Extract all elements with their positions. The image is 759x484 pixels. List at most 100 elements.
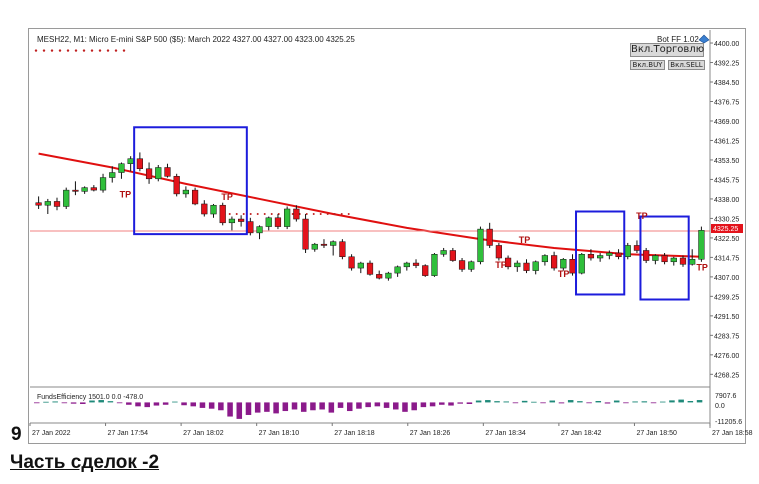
candle-body: [256, 226, 263, 234]
indicator-bar: [227, 402, 233, 417]
indicator-bar: [310, 402, 316, 411]
indicator-bar: [264, 402, 270, 412]
indicator-bar: [181, 402, 187, 406]
candle-body: [145, 168, 153, 180]
chart-window[interactable]: [28, 28, 746, 444]
candle-body: [468, 261, 475, 270]
tp-marker: TP: [495, 260, 507, 270]
indicator-bar: [521, 400, 528, 403]
level-dot: [58, 49, 62, 52]
candle-body: [412, 262, 420, 266]
indicator-bar: [641, 401, 648, 403]
enable-sell-button[interactable]: Вкл.SELL: [668, 60, 705, 70]
candle-body: [698, 230, 705, 260]
indicator-bar: [429, 402, 436, 407]
trade-level-dots: [34, 49, 350, 216]
level-dot: [34, 49, 38, 52]
indicator-bar: [466, 402, 473, 404]
candle-body: [284, 208, 291, 227]
time-tick-label: 27 Jan 18:34: [485, 430, 526, 437]
highlight-box: [639, 215, 690, 301]
indicator-bar: [144, 402, 150, 408]
candle-body: [440, 250, 447, 255]
indicator-bar: [199, 402, 206, 408]
candle-body: [210, 204, 217, 215]
level-dot: [256, 213, 259, 216]
indicator-bar: [70, 402, 77, 404]
time-axis: 27 Jan 2022 27 Jan 17:54 27 Jan 18:02 27 Ja…: [29, 422, 753, 437]
indicator-bar: [485, 400, 491, 403]
candle-body: [164, 167, 171, 177]
price-tick-label: 4353.50: [714, 158, 739, 165]
time-tick-label: 27 Jan 18:58: [712, 430, 753, 437]
indicator-bar: [52, 401, 58, 403]
indicator-bar: [577, 401, 583, 403]
indicator-bar: [558, 402, 565, 404]
candle-body: [173, 176, 180, 195]
candle-body: [311, 243, 318, 250]
candle-body: [357, 262, 364, 269]
candles: [35, 152, 705, 281]
price-tick-label: 4384.50: [714, 80, 739, 87]
candle-body: [155, 167, 162, 180]
indicator-bar: [411, 402, 417, 411]
enable-buy-button[interactable]: Вкл.BUY: [630, 60, 665, 70]
indicator-bar: [494, 401, 500, 403]
indicator-bar: [613, 400, 620, 403]
level-dot: [82, 49, 86, 52]
candle-body: [247, 221, 254, 234]
candle-body: [99, 177, 107, 191]
enable-trading-button[interactable]: Вкл.Торговлю: [630, 43, 705, 57]
price-tick-label: 4314.75: [714, 255, 739, 262]
candle-body: [578, 253, 585, 274]
indicator-bar: [328, 402, 335, 413]
hat-icon: [698, 34, 710, 44]
time-tick-label: 27 Jan 18:26: [410, 430, 451, 437]
level-dot: [305, 213, 308, 216]
indicator-bar: [126, 402, 132, 405]
indicator-bar: [236, 402, 243, 419]
candle-body: [652, 255, 659, 261]
level-dot: [90, 49, 94, 52]
indicator-bar: [383, 402, 390, 408]
tp-marker: TP: [558, 269, 570, 279]
candle-body: [265, 217, 272, 227]
level-dot: [228, 213, 231, 216]
price-tick-label: 4307.00: [714, 275, 739, 282]
level-dot: [114, 49, 118, 52]
indicator-bar: [245, 402, 252, 415]
candle-body: [72, 189, 79, 192]
candle-body: [643, 250, 650, 261]
candle-body: [431, 253, 438, 276]
candle-body: [670, 257, 677, 263]
candle-body: [458, 260, 466, 270]
indicator-bar: [98, 400, 104, 403]
level-dot: [333, 213, 336, 216]
indicator-bar: [439, 402, 445, 405]
candle-body: [302, 218, 309, 250]
candle-body: [514, 262, 521, 268]
indicator-bar: [632, 401, 638, 403]
level-dot: [235, 213, 238, 216]
candle-body: [53, 201, 61, 207]
funds-efficiency-indicator: [34, 399, 703, 419]
candle-body: [109, 172, 116, 178]
time-tick-label: 27 Jan 18:10: [259, 430, 300, 437]
indicator-label: FundsEfficiency 1501.0 0.0 -478.0: [37, 394, 143, 401]
indicator-bar: [549, 400, 556, 403]
indicator-bar: [135, 402, 141, 407]
indicator-bar: [291, 402, 298, 410]
indicator-bar: [567, 400, 574, 403]
indicator-scale-top: 7907.6: [715, 393, 737, 400]
price-tick-label: 4299.25: [714, 294, 739, 301]
candle-body: [449, 250, 456, 261]
candle-body: [541, 255, 549, 263]
tp-markers: TP TP TP TP TP TP TP: [120, 190, 708, 279]
candle-body: [330, 241, 337, 246]
indicator-bar: [595, 400, 602, 403]
price-tick-label: 4276.00: [714, 353, 739, 360]
indicator-bar: [116, 402, 123, 404]
candle-body: [689, 259, 696, 265]
indicator-bar: [678, 399, 684, 403]
